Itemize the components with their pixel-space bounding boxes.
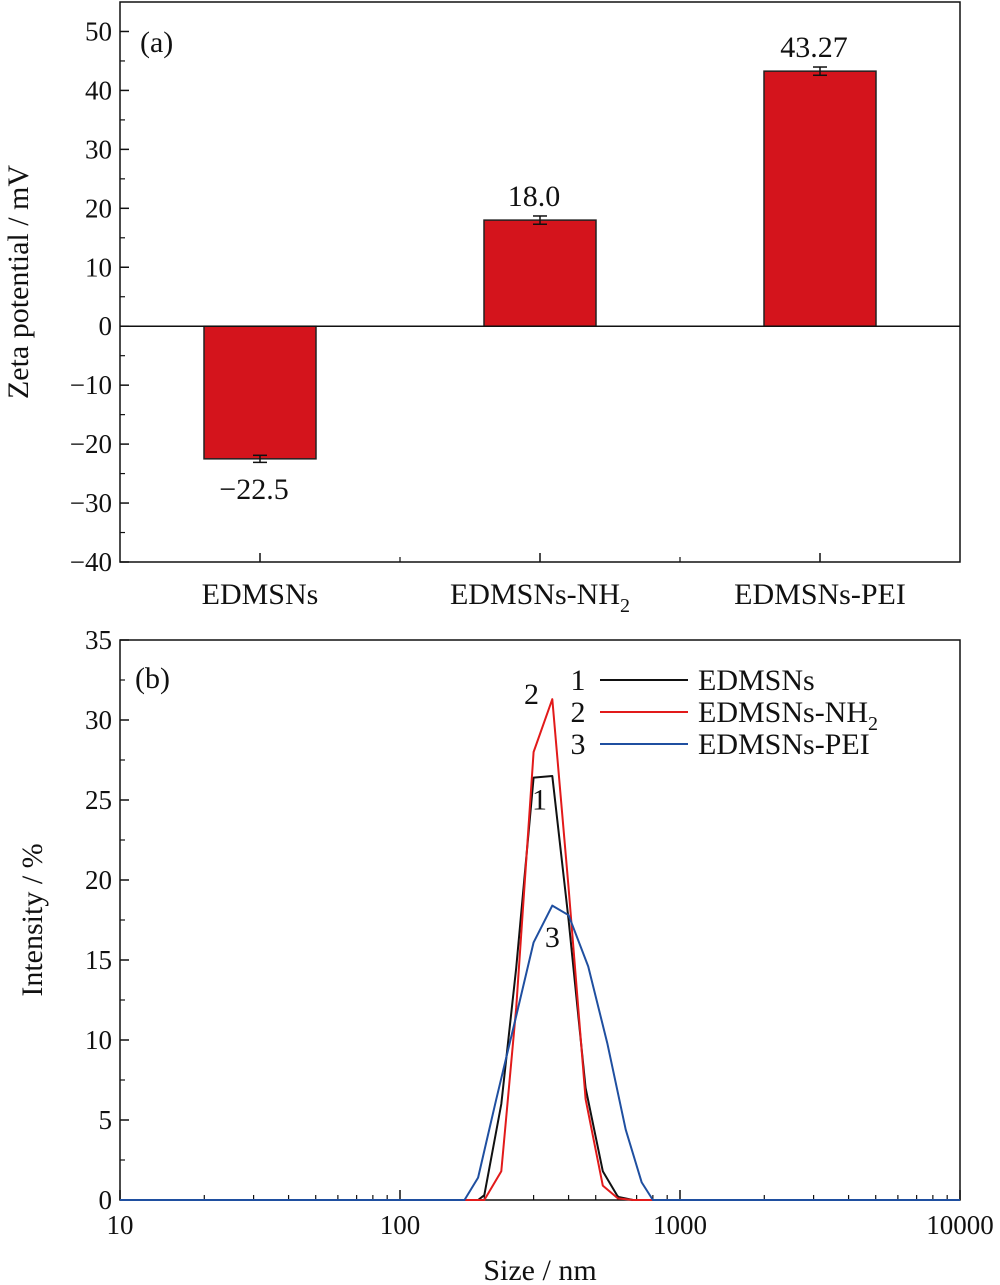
bar-3 [763, 70, 877, 327]
series-line-3 [120, 904, 960, 1201]
bar-1 [203, 325, 317, 460]
y-tick-label: 0 [99, 1185, 113, 1215]
label-text: EDMSNs [698, 664, 815, 697]
bar-2 [483, 219, 597, 327]
label-text: EDMSNs-NH [698, 696, 868, 729]
y-axis-title-a: Zeta potential / mV [2, 165, 35, 399]
legend-label: EDMSNs-NH2 [698, 696, 878, 735]
panel-label-a: (a) [140, 26, 173, 59]
y-tick-label: 10 [85, 252, 112, 282]
legend-number: 3 [571, 728, 586, 761]
y-tick-label: 0 [99, 311, 113, 341]
y-axis-title-b: Intensity / % [16, 843, 49, 996]
legend-label: EDMSNs [698, 664, 815, 697]
y-tick-label: 15 [85, 945, 112, 975]
legend-label: EDMSNs-PEI [698, 728, 870, 761]
legend-number: 2 [571, 696, 586, 729]
label-text: EDMSNs-PEI [698, 728, 870, 761]
bar-value-label: −22.5 [219, 473, 288, 506]
curve-label-3: 3 [545, 921, 560, 954]
category-label: EDMSNs [202, 578, 319, 611]
x-tick-label: 100 [380, 1210, 421, 1240]
series-line-2 [120, 698, 960, 1201]
curve-label-1: 1 [532, 784, 547, 817]
bar-value-label: 43.27 [780, 31, 848, 64]
category-label: EDMSNs-PEI [734, 578, 906, 611]
label-text: EDMSNs-PEI [734, 578, 906, 611]
label-subscript: 2 [620, 595, 630, 617]
y-tick-label: 10 [85, 1025, 112, 1055]
legend-number: 1 [571, 664, 586, 697]
y-tick-label: 20 [85, 193, 112, 223]
zeta-potential-chart: (a) 50 40 30 20 10 0 −10 −20 −30 −40 EDMSNs EDMSNs… [2, 1, 961, 617]
y-tick-label: 30 [85, 134, 112, 164]
y-tick-label: −20 [70, 429, 112, 459]
y-tick-label: 30 [85, 705, 112, 735]
bar-value-label: 18.0 [508, 180, 561, 213]
label-text: EDMSNs [202, 578, 319, 611]
y-tick-label: −30 [70, 488, 112, 518]
series-line-1 [120, 775, 960, 1201]
x-tick-label: 1000 [653, 1210, 707, 1240]
y-tick-label: 25 [85, 785, 112, 815]
category-label: EDMSNs-NH2 [450, 578, 630, 617]
y-tick-label: 5 [99, 1105, 113, 1135]
curve-label-2: 2 [524, 678, 539, 711]
y-tick-label: 35 [85, 625, 112, 655]
y-tick-label: −40 [70, 547, 112, 577]
label-subscript: 2 [868, 713, 878, 735]
x-axis-title-b: Size / nm [483, 1254, 596, 1285]
x-tick-label: 10 [107, 1210, 134, 1240]
y-tick-label: 20 [85, 865, 112, 895]
panel-label-b: (b) [135, 662, 170, 695]
y-tick-label: −10 [70, 370, 112, 400]
label-text: EDMSNs-NH [450, 578, 620, 611]
y-tick-label: 50 [85, 16, 112, 46]
x-tick-label: 10000 [926, 1210, 994, 1240]
y-tick-label: 40 [85, 75, 112, 105]
